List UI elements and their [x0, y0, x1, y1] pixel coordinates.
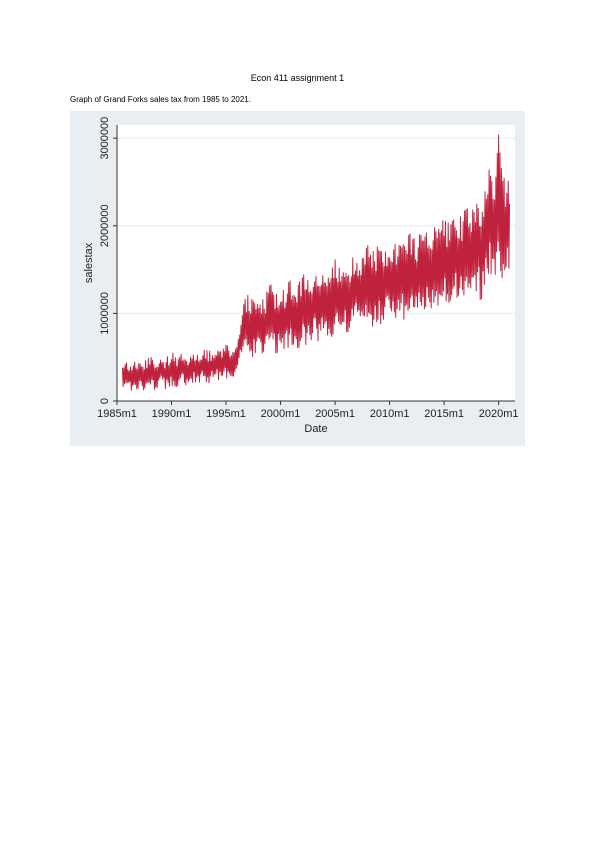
x-tick-label: 2005m1 [315, 408, 355, 420]
x-tick-label: 1990m1 [152, 408, 192, 420]
y-tick-label: 0 [99, 398, 111, 404]
y-tick-label: 1000000 [99, 292, 111, 335]
series-line-salestax [122, 134, 510, 391]
x-tick-label: 1995m1 [206, 408, 246, 420]
document-title: Econ 411 assignment 1 [250, 73, 345, 83]
x-axis-label: Date [304, 423, 327, 435]
x-tick-label: 2015m1 [424, 408, 464, 420]
x-tick-label: 2020m1 [479, 408, 519, 420]
y-tick-label: 2000000 [99, 204, 111, 247]
y-tick-label: 3000000 [99, 117, 111, 160]
graph-caption: Graph of Grand Forks sales tax from 1985… [70, 95, 251, 104]
x-tick-label: 2010m1 [370, 408, 410, 420]
x-tick-label: 1985m1 [97, 408, 137, 420]
line-chart: 0 1000000 2000000 3000000 1985m1 1990m1 1995m1… [83, 117, 519, 435]
chart-panel: 0 1000000 2000000 3000000 1985m1 1990m1 1995m1… [70, 111, 525, 446]
y-axis-label: salestax [83, 242, 95, 283]
series-salestax [122, 134, 510, 391]
x-tick-label: 2000m1 [261, 408, 301, 420]
axis-ticks: 0 1000000 2000000 3000000 1985m1 1990m1 1995m1… [97, 117, 518, 420]
